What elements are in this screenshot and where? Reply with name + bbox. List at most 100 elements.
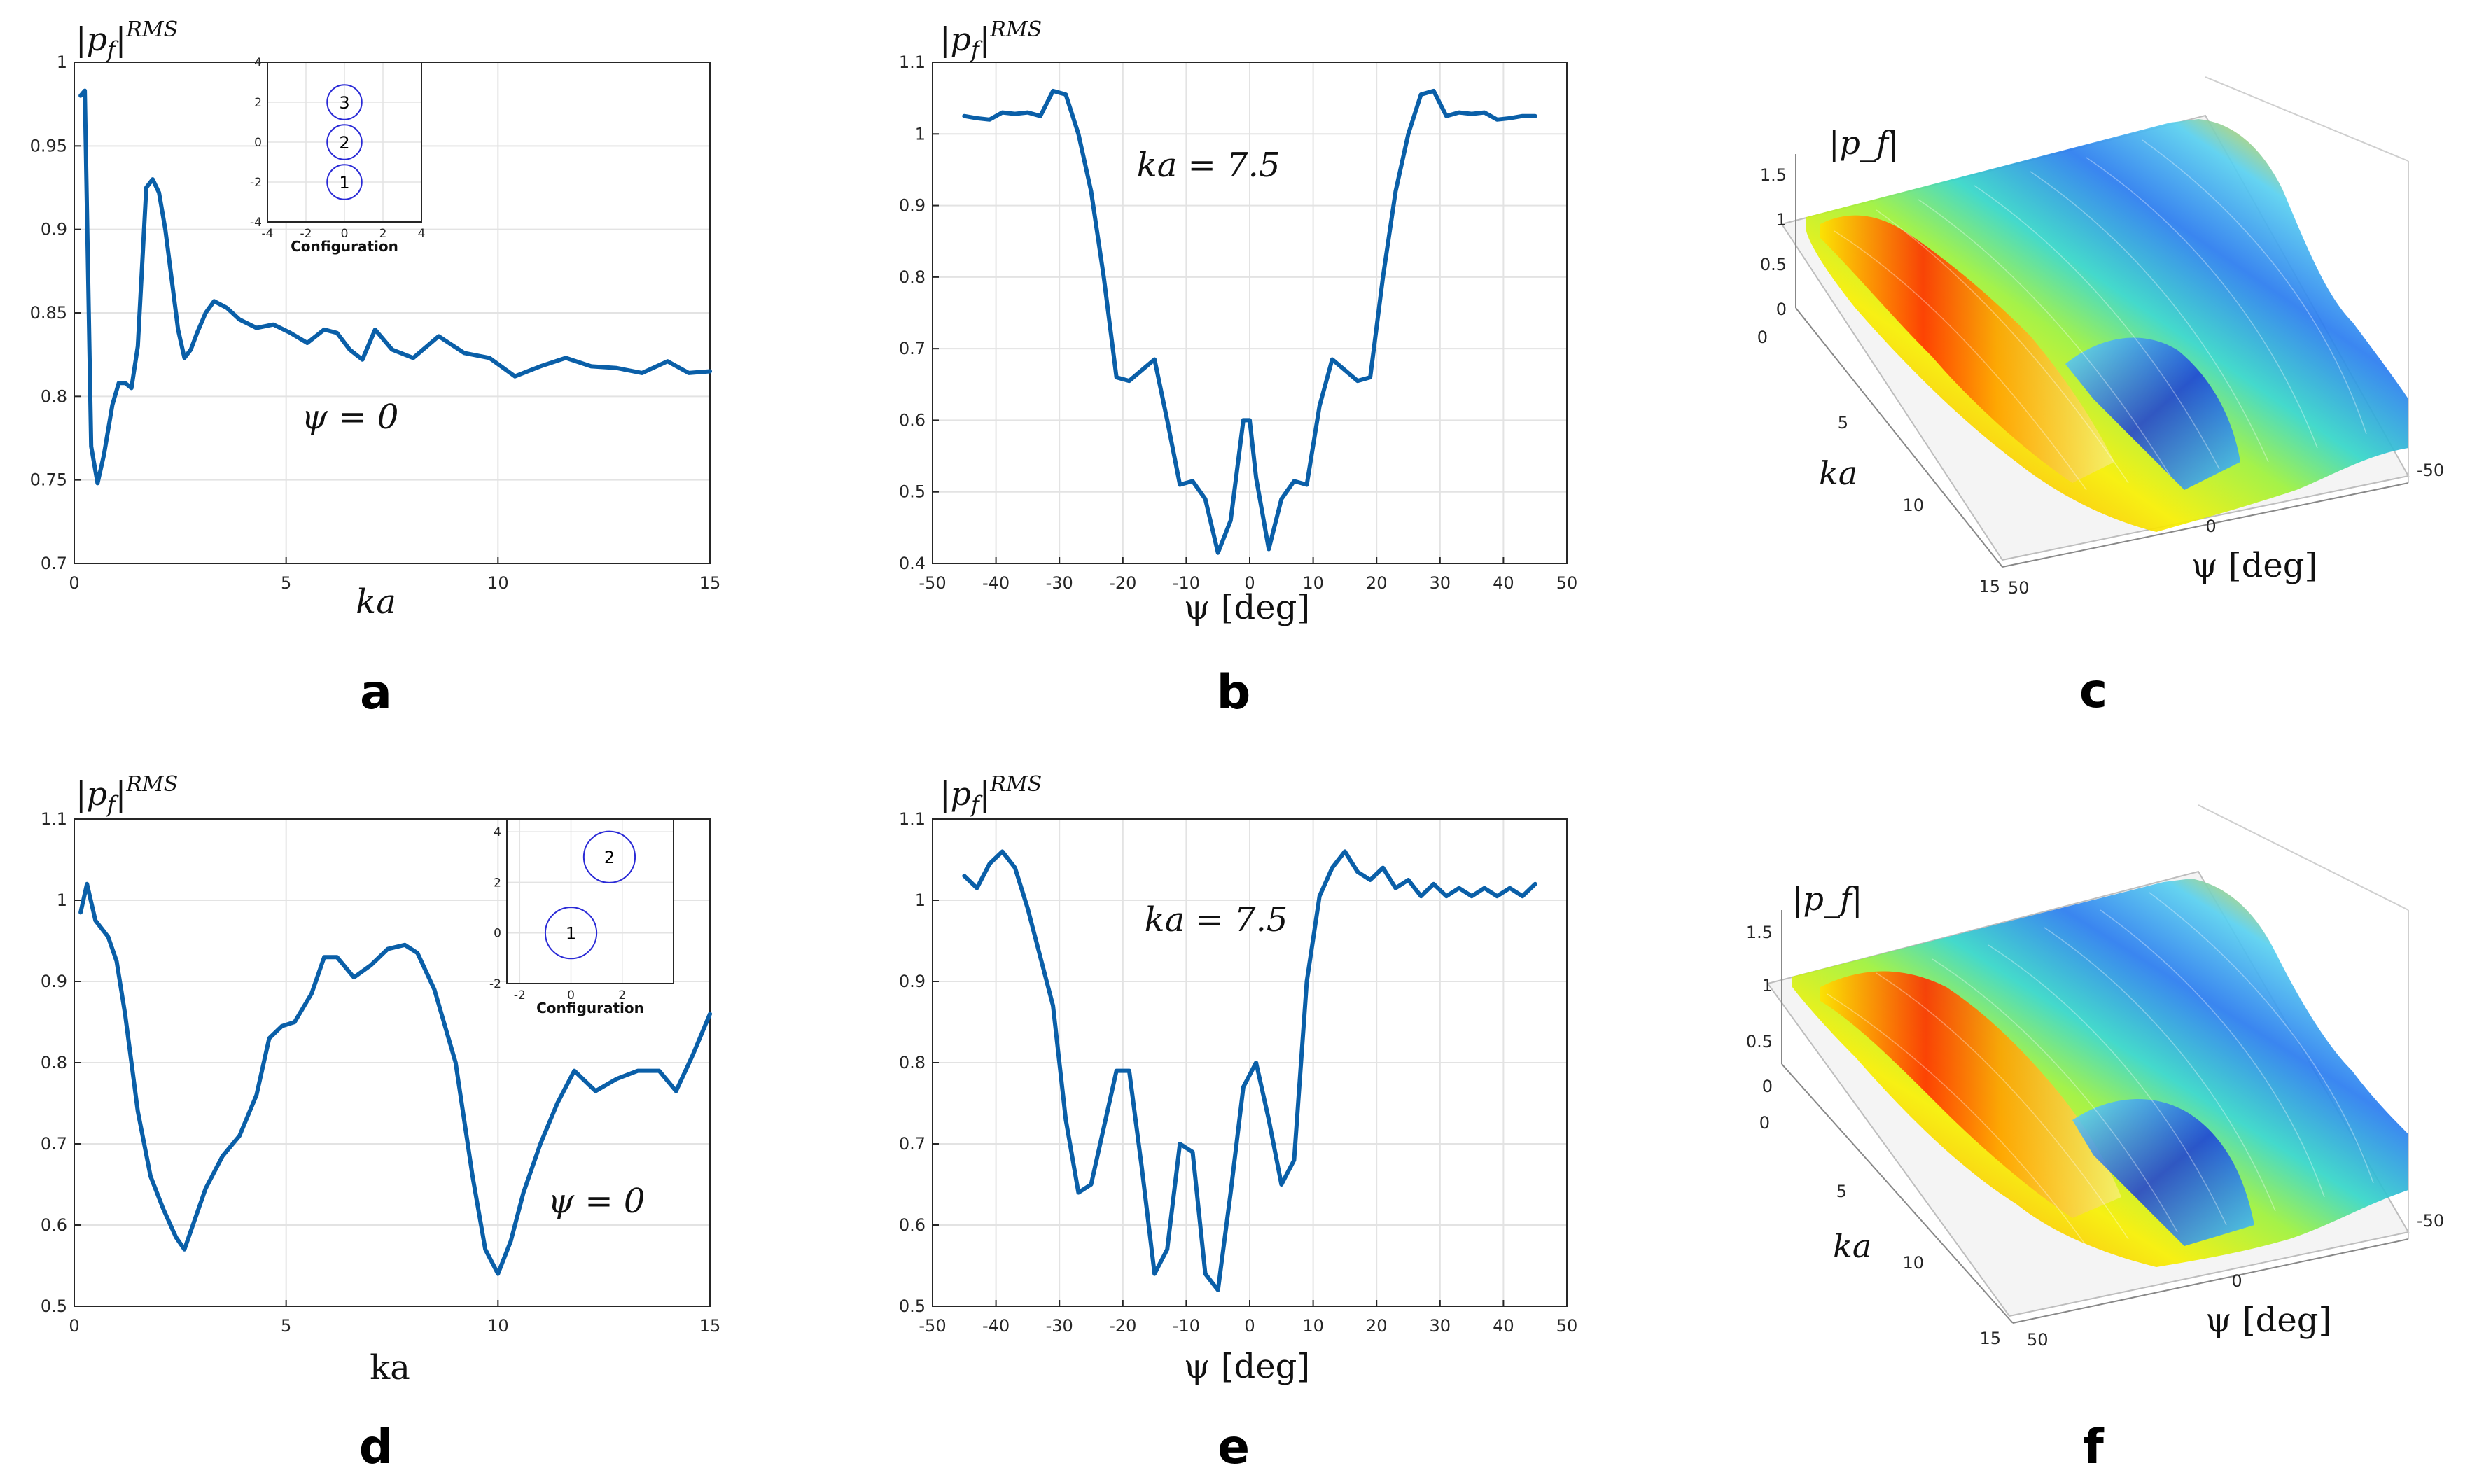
inset-y-tick: 4: [254, 56, 262, 70]
inset-title: Configuration: [291, 238, 398, 255]
surface-c-ylabel: ka: [1819, 454, 1857, 492]
inset-x-tick: -4: [262, 227, 274, 241]
x-tick-label: 15: [699, 1316, 721, 1336]
x-tick-label: 0: [1244, 1316, 1255, 1336]
surface-f-katick: 15: [1979, 1329, 2001, 1348]
scatterer-label: 3: [339, 93, 349, 113]
surface-c-psitick: 0: [2205, 517, 2216, 536]
y-tick-label: 0.8: [899, 267, 926, 287]
annotation: ka = 7.5: [1145, 900, 1288, 939]
inset-border: [506, 818, 674, 984]
plot-frame: [74, 818, 711, 1307]
chart-panel-b: -50 -40 -30 -20 -10 0 10 20 30 40 50 0.4 0.5 0.6 0.7 0.…: [899, 18, 1577, 720]
surface-f-psitick: 50: [2027, 1330, 2049, 1350]
surface-f-katick: 10: [1902, 1253, 1924, 1273]
surface-f-ztick: 1: [1762, 976, 1773, 995]
surface-f-katick: 0: [1759, 1113, 1770, 1133]
surface-c-ztick: 0.5: [1760, 255, 1787, 274]
inset-y-tick: 2: [254, 96, 262, 110]
y-tick-label: 1.1: [41, 809, 67, 829]
surface-f-psitick: 0: [2231, 1271, 2242, 1291]
panel-label-b: b: [1217, 665, 1251, 720]
y-tick-label: 0.6: [41, 1215, 67, 1235]
x-tick-label: 40: [1493, 1316, 1514, 1336]
x-tick-label: 50: [1556, 573, 1578, 593]
inset-x-tick: 2: [618, 988, 626, 1002]
chart-panel-e: -50 -40 -30 -20 -10 0 10 20 30 40 50 0.5 0.6 0.7 0.8 0.…: [899, 772, 1577, 1475]
inset-y-tick: -2: [489, 977, 501, 991]
y-tick-label: 0.95: [30, 136, 67, 155]
annotation: ψ = 0: [302, 398, 399, 437]
x-axis-label: ka: [356, 582, 396, 622]
scatterer-label: 2: [339, 133, 349, 153]
surface-f-ztick: 0: [1762, 1077, 1773, 1096]
inset-y-tick: 2: [494, 876, 501, 890]
series-line: [962, 88, 1537, 555]
x-tick-label: 5: [281, 1316, 291, 1336]
x-axis-label: ka: [370, 1348, 410, 1387]
inset-border: [267, 62, 422, 223]
y-tick-label: 0.7: [41, 1134, 67, 1154]
x-tick-label: 10: [487, 573, 509, 593]
x-tick-label: -10: [1173, 1316, 1200, 1336]
x-axis-label: ψ [deg]: [1184, 1347, 1310, 1386]
x-tick-label: -30: [1046, 1316, 1073, 1336]
x-tick-label: 0: [69, 573, 79, 593]
surface-f-ylabel: ka: [1833, 1227, 1871, 1265]
plot-frame: [932, 62, 1568, 564]
x-tick-label: 30: [1430, 1316, 1451, 1336]
y-tick-label: 1: [57, 52, 67, 72]
y-tick-label: 1.1: [899, 809, 926, 829]
x-tick-label: 15: [699, 573, 721, 593]
x-tick-label: 5: [281, 573, 291, 593]
surface-c-katick: 15: [1979, 577, 2000, 596]
x-tick-label: 0: [1244, 573, 1255, 593]
y-tick-label: 1: [915, 890, 926, 910]
surface-f-katick: 5: [1836, 1182, 1847, 1201]
x-tick-label: -40: [982, 573, 1010, 593]
y-axis-label: |pf|RMS: [76, 18, 178, 63]
y-tick-label: 0.7: [899, 339, 926, 358]
y-tick-label: 0.6: [899, 410, 926, 430]
y-tick-label: 0.4: [899, 554, 926, 573]
y-tick-label: 0.8: [899, 1053, 926, 1072]
scatterer-circle: [326, 164, 363, 200]
inset-x-tick: 0: [341, 227, 349, 241]
series-line: [78, 88, 712, 486]
scatterer-label: 2: [604, 848, 615, 867]
y-axis-label: |pf|RMS: [76, 772, 178, 818]
y-tick-label: 0.9: [899, 972, 926, 991]
x-tick-label: 40: [1493, 573, 1514, 593]
surface-panel-c: |p_f| 0 0.5 1 1.5 0 5 10 15 ka 50 0 -50 …: [1757, 76, 2444, 719]
y-axis-label: |pf|RMS: [940, 18, 1042, 63]
x-tick-label: 20: [1366, 573, 1388, 593]
inset-y-tick: -2: [250, 176, 262, 190]
y-tick-label: 0.75: [30, 470, 67, 490]
y-tick-label: 1: [915, 124, 926, 144]
x-tick-label: -50: [919, 1316, 946, 1336]
series-line: [962, 849, 1537, 1292]
scatterer-circle: [544, 906, 598, 960]
y-tick-label: 0.9: [899, 196, 926, 216]
surface-f-xlabel: ψ [deg]: [2205, 1301, 2331, 1340]
panel-label-d: d: [359, 1420, 393, 1475]
inset-y-tick: 4: [494, 825, 501, 839]
inset-x-tick: 2: [379, 227, 387, 241]
y-tick-label: 0.8: [41, 386, 67, 406]
y-axis-label: |pf|RMS: [940, 772, 1042, 818]
scatterer-circle: [582, 830, 636, 883]
surface-f-psitick: -50: [2417, 1211, 2444, 1231]
surface-c-xlabel: ψ [deg]: [2191, 546, 2317, 585]
surface-c-katick: 10: [1902, 496, 1924, 515]
x-tick-label: -40: [982, 1316, 1010, 1336]
scatterer-circle: [326, 84, 363, 120]
x-tick-label: 10: [487, 1316, 509, 1336]
surface-c-ztick: 1: [1776, 210, 1787, 230]
panel-label-f: f: [2083, 1420, 2105, 1475]
y-tick-label: 0.9: [41, 972, 67, 991]
inset-x-tick: -2: [300, 227, 312, 241]
x-tick-label: 50: [1556, 1316, 1578, 1336]
surface-f-zlabel: |p_f|: [1792, 880, 1862, 918]
